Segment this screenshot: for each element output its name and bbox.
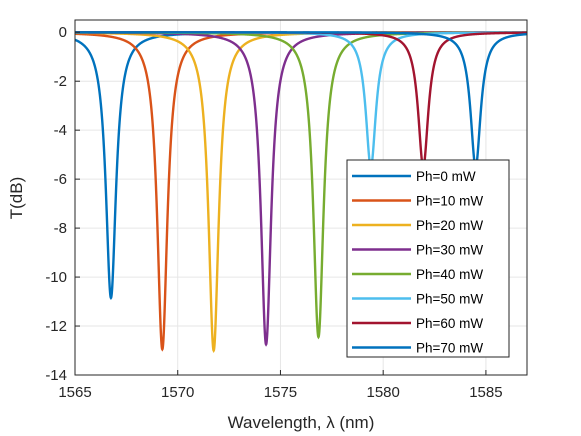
x-tick-label: 1570 <box>161 384 194 401</box>
y-tick-label: 0 <box>59 24 67 41</box>
series-line-7 <box>75 31 527 169</box>
legend-label: Ph=40 mW <box>416 267 483 282</box>
legend-label: Ph=70 mW <box>416 341 483 356</box>
legend-label: Ph=50 mW <box>416 292 483 307</box>
legend: Ph=0 mW Ph=10 mW Ph=20 mW Ph=30 mW Ph=40 mW P… <box>346 159 510 358</box>
plot-frame <box>74 19 528 376</box>
legend-label: Ph=60 mW <box>416 316 483 331</box>
legend-label: Ph=10 mW <box>416 194 483 209</box>
series-layer <box>75 31 527 353</box>
legend-label: Ph=30 mW <box>416 243 483 258</box>
legend-label: Ph=20 mW <box>416 218 483 233</box>
x-tick-label: 1585 <box>469 384 502 401</box>
y-tick-label: -8 <box>54 220 67 237</box>
y-tick-label: -10 <box>45 269 67 286</box>
x-tick-label: 1565 <box>58 384 91 401</box>
x-axis-label: Wavelength, λ (nm) <box>228 413 375 432</box>
x-tick-label: 1580 <box>366 384 399 401</box>
x-tick-label: 1575 <box>264 384 297 401</box>
y-tick-label: -6 <box>54 171 67 188</box>
y-axis-label: T(dB) <box>7 177 26 220</box>
y-tick-label: -14 <box>45 367 67 384</box>
y-axis-ticks: 0 -2 -4 -6 -8 -10 -12 -14 <box>45 24 80 384</box>
y-tick-label: -4 <box>54 122 67 139</box>
legend-label: Ph=0 mW <box>416 169 476 184</box>
y-tick-label: -12 <box>45 318 67 335</box>
y-tick-label: -2 <box>54 73 67 90</box>
x-axis-ticks: 1565 1570 1575 1580 1585 <box>58 370 503 401</box>
